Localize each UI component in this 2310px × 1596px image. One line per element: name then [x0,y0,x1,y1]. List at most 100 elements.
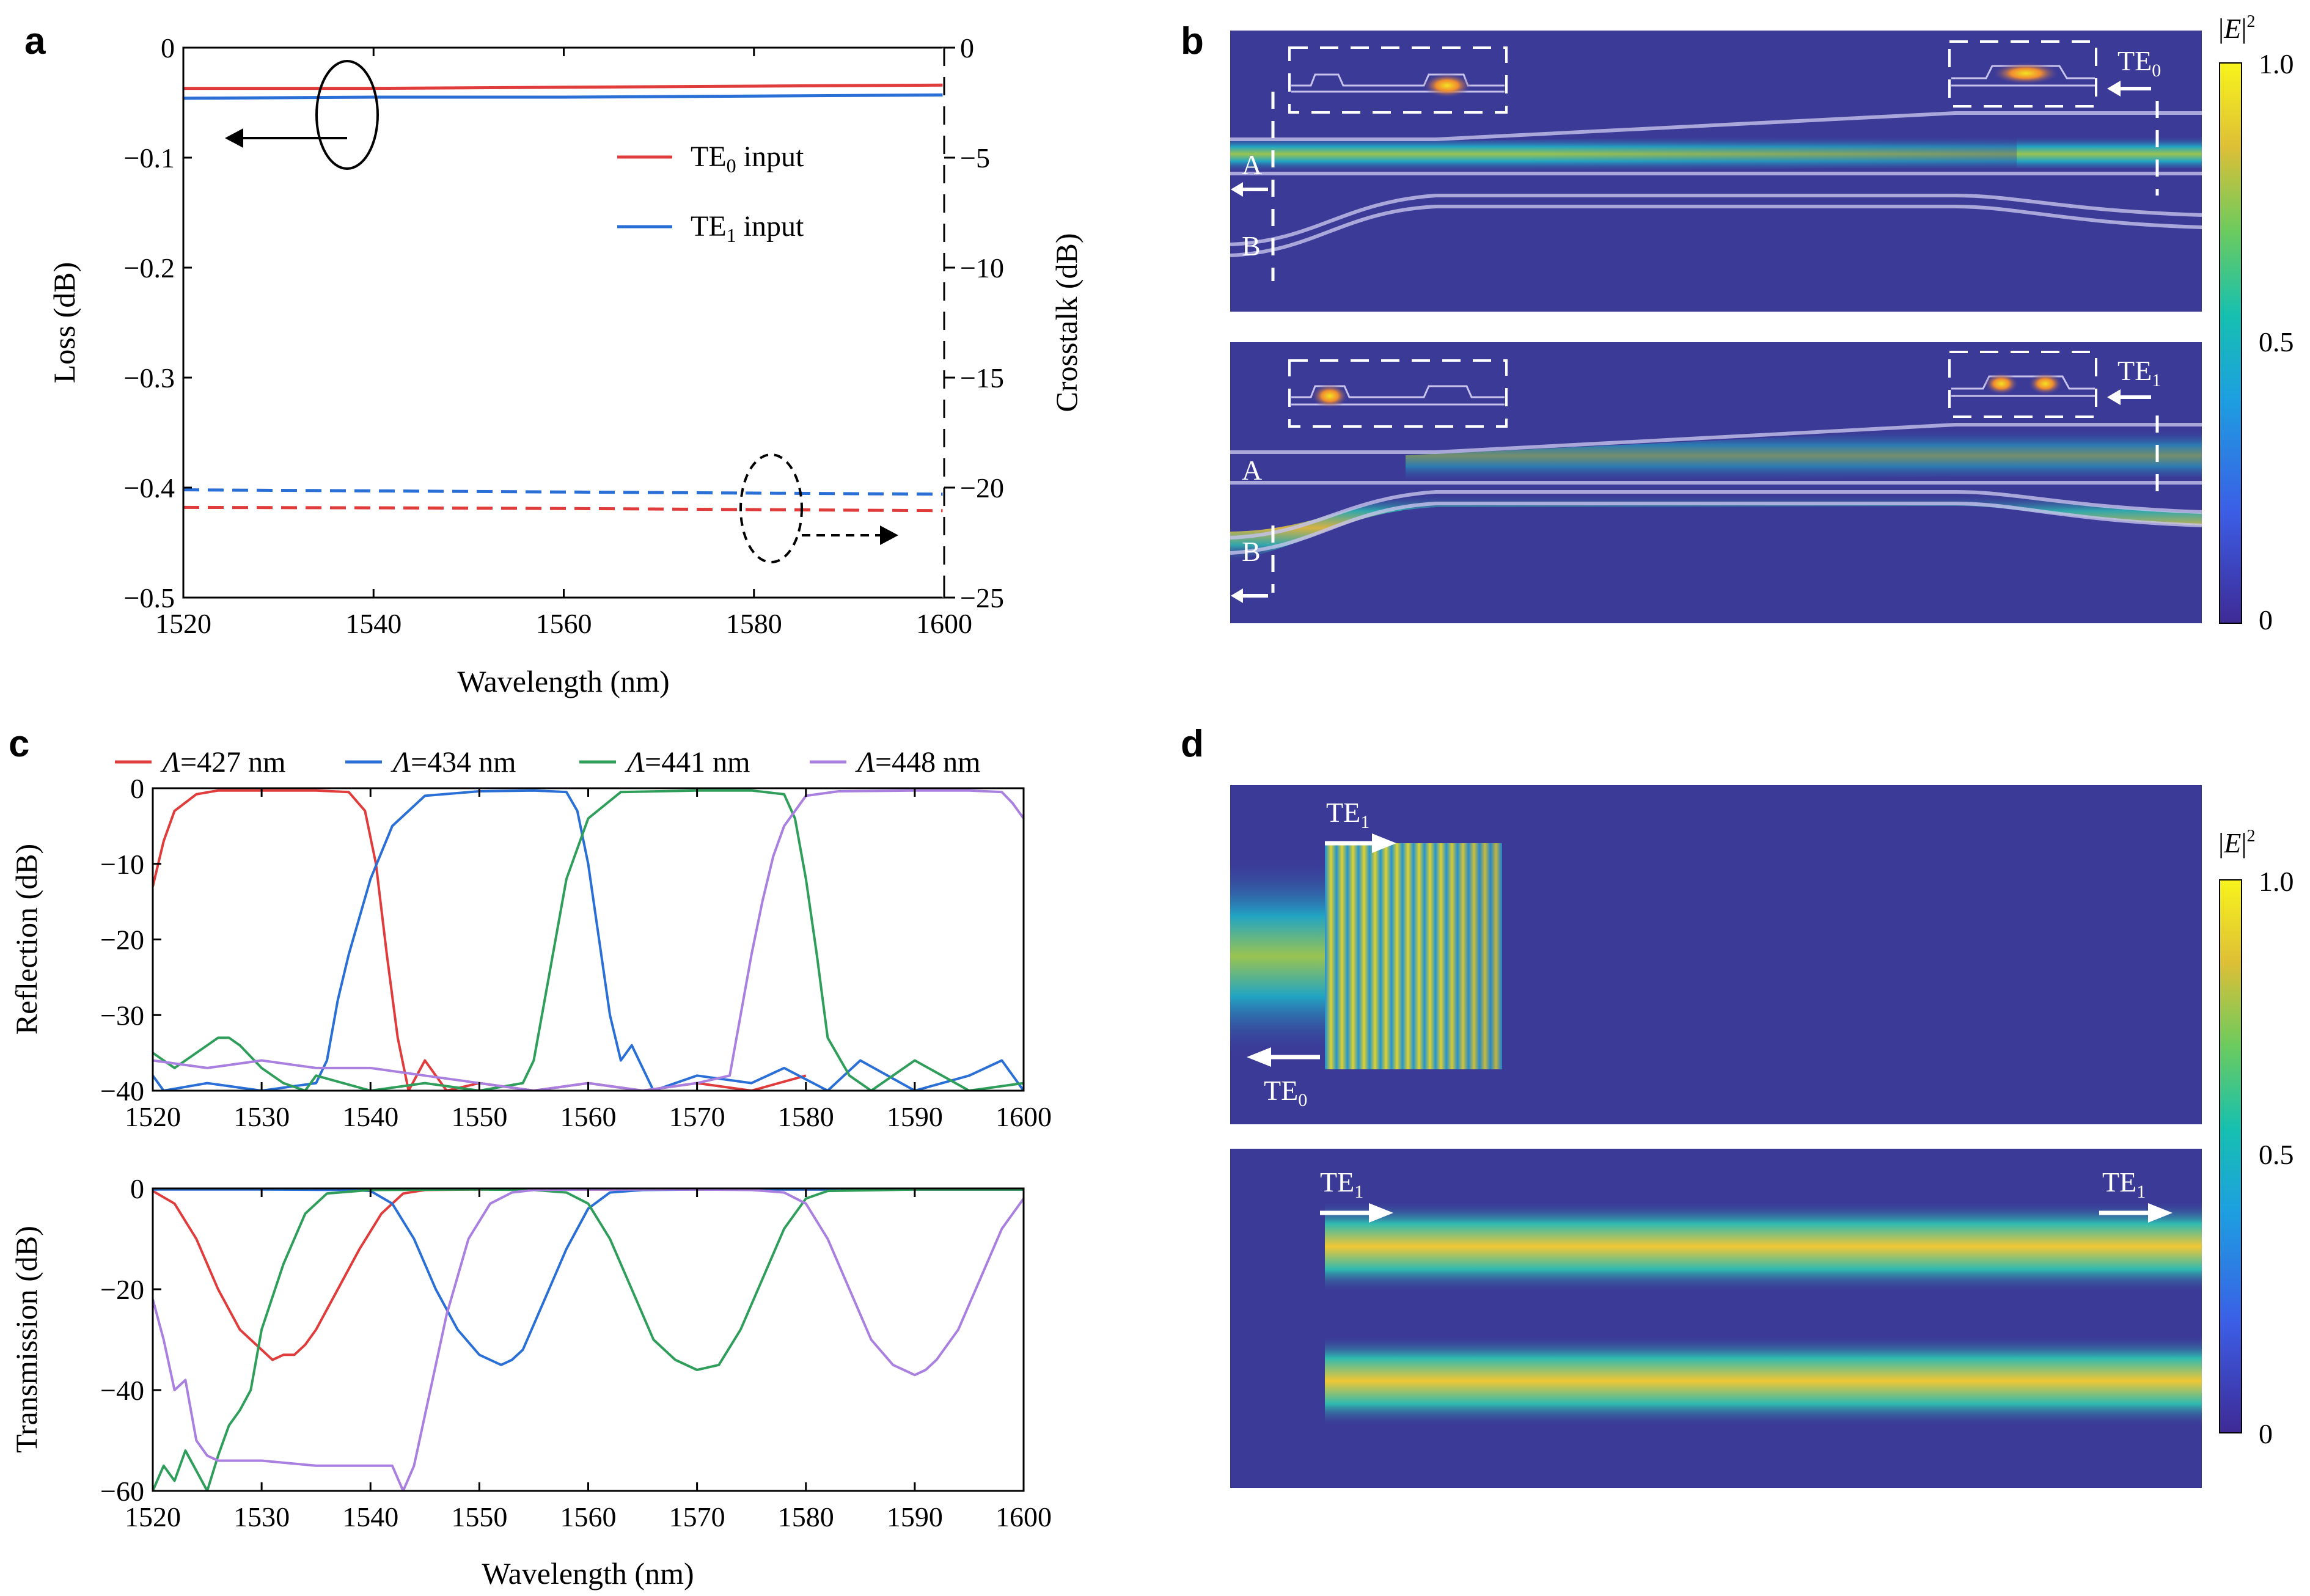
a-ylabel-right: Crosstalk (dB) [1049,233,1084,412]
b-colorbar-bar [2219,62,2242,624]
a-series-line-1 [183,93,945,100]
b-colorbar-tick-1: 1.0 [2259,48,2294,79]
b-top-arrow-right-head [2107,81,2121,97]
d-colorbar-tick-1: 1.0 [2259,866,2294,897]
c-bottom-xlabel: Wavelength (nm) [482,1556,694,1591]
d-colorbar-tick-0: 0 [2259,1418,2273,1449]
b-bottom-inset-left-mode [1311,384,1348,408]
d-top-in-label: TE1 [1326,797,1370,832]
c-top-yticks: 0 −10 −20 −30 −40 [100,773,161,1107]
panel-label-a: a [24,20,46,62]
panel-d: d TE1 TE0 TE1 TE1 [1181,723,2294,1488]
d-colorbar-bar [2219,879,2242,1433]
panel-b: b TE0 A B [1181,12,2294,635]
x-tick-label: 1580 [778,1501,834,1532]
x-tick-label: 1600 [996,1501,1052,1532]
b-bottom-port-a: A [1242,455,1262,486]
x-tick-label: 1550 [451,1501,507,1532]
a-series-line-3 [183,505,945,513]
x-tick-label: 1520 [125,1101,181,1132]
b-field-map-te1: TE1 A B [1230,342,2202,623]
d-top-grating-fade [1436,837,1742,1075]
a-arrow-loss-head [225,128,243,148]
c-legend-label-1: Λ=434 nm [391,746,516,778]
b-bottom-arrow-left-head [1231,588,1243,603]
c-bottom-ylabel: Transmission (dB) [9,1226,43,1453]
d-top-out-label: TE0 [1264,1075,1307,1110]
y-tick-label: 0 [161,32,175,64]
d-top-input-glow [1230,855,1325,1057]
y-tick-label: −30 [100,1000,144,1031]
y-tick-label: −40 [100,1075,144,1107]
x-tick-label: 1560 [536,608,592,639]
a-legend-te0: TE0 input [691,141,804,177]
c-legend-label-0: Λ=427 nm [160,746,285,778]
a-xlabel: Wavelength (nm) [457,664,669,698]
c1-series-line-0 [153,789,807,1091]
b-bottom-inset-left [1288,359,1508,428]
x-tick-label: 1600 [916,608,972,639]
d-bottom-background [1230,1149,2202,1488]
y-tick-label: −0.5 [124,582,175,613]
c2-series-line-0 [153,1188,1024,1361]
panel-c: c Λ=427 nm Λ=434 nm Λ=441 nm Λ=448 nm 1520 1… [9,723,1052,1591]
c-top-series-group [153,789,1024,1091]
y-right-tick-label: −25 [960,582,1004,613]
a-yticks: 0 −0.1 −0.2 −0.3 −0.4 −0.5 [124,32,192,613]
c-top-xticks: 1520 1530 1540 1550 1560 1570 1580 1590 1600 [125,788,1052,1132]
panel-label-d: d [1181,723,1204,765]
b-colorbar: |E|2 1.0 0.5 0 [2218,12,2294,635]
x-tick-label: 1530 [233,1501,290,1532]
b-top-mode-label: TE0 [2118,45,2161,81]
a-ellipse-loss [315,60,379,170]
c-top-plot-frame [152,787,1025,1092]
d-bottom-arrow-in-head [1369,1203,1393,1223]
panel-label-b: b [1181,20,1204,62]
x-tick-label: 1570 [669,1501,725,1532]
y-tick-label: −0.1 [124,142,175,174]
y-tick-label: 0 [130,1173,144,1204]
a-ylabel: Loss (dB) [47,262,81,384]
c2-series-line-3 [153,1188,1024,1491]
c-legend: Λ=427 nm Λ=434 nm Λ=441 nm Λ=448 nm [115,746,980,778]
b-bottom-beam-upper [1406,429,2202,483]
b-top-inset-left-mode [1423,73,1472,98]
d-bottom-lobe-upper [1325,1201,2202,1292]
c-bottom-yticks: 0 −20 −40 −60 [100,1173,161,1507]
x-tick-label: 1520 [125,1501,181,1532]
d-field-map-bottom: TE1 TE1 [1230,1149,2202,1488]
a-xticks: 1520 1540 1560 1580 1600 [155,48,972,639]
b-top-inset-left [1288,46,1508,114]
y-tick-label: −10 [100,849,144,880]
a-legend: TE0 input TE1 input [617,141,804,246]
d-colorbar: |E|2 1.0 0.5 0 [2218,827,2294,1449]
d-colorbar-label: |E|2 [2218,827,2256,858]
c1-series-line-3 [153,789,1024,1091]
x-tick-label: 1570 [669,1101,725,1132]
b-bottom-mode-label: TE1 [2118,355,2161,390]
x-tick-label: 1540 [342,1501,398,1532]
x-tick-label: 1600 [996,1101,1052,1132]
x-tick-label: 1550 [451,1101,507,1132]
y-tick-label: −0.4 [124,472,175,503]
y-tick-label: −0.2 [124,252,175,284]
c-bottom-series-group [153,1188,1024,1491]
x-tick-label: 1580 [778,1101,834,1132]
c-bottom-xticks: 1520 1530 1540 1550 1560 1570 1580 1590 1600 [125,1188,1052,1532]
d-colorbar-tick-05: 0.5 [2259,1139,2294,1170]
c2-series-line-2 [153,1188,1024,1491]
x-tick-label: 1520 [155,608,211,639]
d-field-map-top: TE1 TE0 [1230,785,2202,1124]
c2-series-line-1 [153,1188,1024,1366]
b-top-inset-right [1948,40,2097,108]
d-top-arrow-out-head [1247,1047,1271,1067]
c-bottom-plot-frame [152,1187,1025,1492]
b-top-port-b: B [1242,230,1261,262]
x-tick-label: 1590 [887,1501,943,1532]
d-bottom-arrow-out-head [2148,1203,2172,1223]
b-top-port-a: A [1242,149,1262,180]
d-bottom-lobe-lower [1325,1335,2202,1427]
c-legend-label-2: Λ=441 nm [625,746,750,778]
y-tick-label: −40 [100,1375,144,1406]
